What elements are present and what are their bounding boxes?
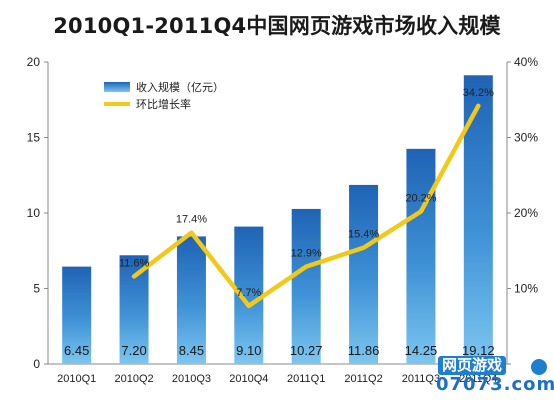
chart-title: 2010Q1-2011Q4中国网页游戏市场收入规模	[53, 14, 501, 38]
line-point-label: 34.2%	[463, 87, 494, 99]
bar-value-label: 19.12	[462, 343, 495, 358]
line-point-label: 15.4%	[348, 229, 379, 241]
x-tick-label: 2010Q3	[172, 373, 211, 385]
x-tick-label: 2011Q4	[459, 373, 497, 385]
line-point-label: 12.9%	[291, 248, 322, 260]
y-right-tick-label: 30%	[514, 131, 538, 145]
bar-value-label: 8.45	[179, 343, 204, 358]
bar-value-label: 6.45	[64, 343, 89, 358]
legend-bar-label: 收入规模（亿元）	[136, 80, 224, 94]
legend-bar-swatch	[104, 82, 130, 92]
x-tick-label: 2011Q1	[287, 373, 325, 385]
watermark-top-text: 网页游戏	[438, 356, 507, 375]
bar	[291, 208, 321, 364]
x-tick-label: 2010Q4	[229, 373, 268, 385]
bar	[406, 148, 436, 364]
y-right-tick-label: 10%	[514, 282, 538, 296]
watermark-badge-icon	[530, 358, 548, 376]
legend-line-label: 环比增长率	[136, 97, 191, 111]
bar-value-label: 9.10	[236, 343, 261, 358]
y-left-tick-label: 20	[27, 55, 41, 69]
bar-value-label: 14.25	[405, 343, 438, 358]
y-left-tick-label: 15	[27, 131, 41, 145]
bar	[176, 236, 206, 364]
y-left-tick-label: 10	[27, 206, 41, 220]
bar	[349, 184, 379, 364]
bar	[463, 75, 493, 365]
bar-value-label: 11.86	[348, 343, 380, 358]
x-tick-label: 2010Q1	[57, 373, 96, 385]
x-tick-label: 2011Q2	[344, 373, 382, 385]
growth-rate-line	[131, 103, 481, 309]
line-point-label: 17.4%	[176, 214, 207, 226]
line-point-label: 11.6%	[119, 257, 150, 269]
bar-value-label: 10.27	[290, 343, 323, 358]
x-tick-label: 2010Q2	[114, 373, 153, 385]
line-point-label: 7.7%	[236, 287, 261, 299]
bar-value-label: 7.20	[121, 343, 146, 358]
bar	[62, 266, 92, 364]
x-tick-label: 2011Q3	[402, 373, 440, 385]
line-point-label: 20.2%	[405, 192, 436, 204]
y-right-tick-label: 40%	[514, 55, 538, 69]
watermark-bottom-text: 07073.com	[436, 374, 554, 395]
y-left-tick-label: 0	[33, 357, 40, 371]
y-left-tick-label: 5	[33, 282, 40, 296]
watermark-logo: 网页游戏 07073.com	[430, 356, 554, 396]
bar	[119, 255, 149, 364]
y-right-tick-label: 20%	[514, 206, 538, 220]
